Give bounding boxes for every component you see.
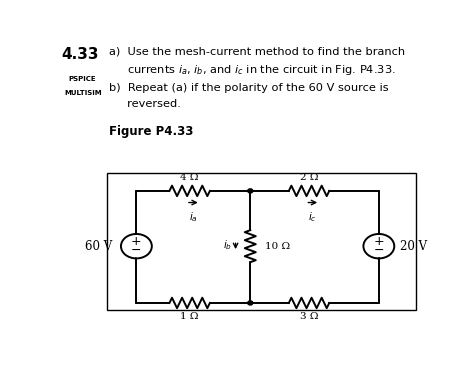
Text: +: +	[131, 235, 142, 248]
Text: 3 Ω: 3 Ω	[300, 312, 319, 321]
Text: currents $i_a$, $i_b$, and $i_c$ in the circuit in Fig. P4.33.: currents $i_a$, $i_b$, and $i_c$ in the …	[109, 64, 395, 77]
Text: Figure P4.33: Figure P4.33	[109, 125, 193, 138]
Text: PSPICE: PSPICE	[68, 76, 96, 82]
Text: +: +	[374, 235, 384, 248]
Circle shape	[248, 189, 253, 193]
Text: a)  Use the mesh-current method to find the branch: a) Use the mesh-current method to find t…	[109, 47, 405, 57]
Text: b)  Repeat (a) if the polarity of the 60 V source is: b) Repeat (a) if the polarity of the 60 …	[109, 83, 389, 93]
Text: $i_b$: $i_b$	[223, 238, 232, 252]
Text: 4.33: 4.33	[61, 47, 99, 62]
Text: reversed.: reversed.	[109, 99, 181, 109]
Text: MULTISIM: MULTISIM	[65, 90, 102, 96]
Text: 2 Ω: 2 Ω	[300, 173, 319, 181]
Circle shape	[248, 301, 253, 305]
Text: 1 Ω: 1 Ω	[181, 312, 199, 321]
Text: −: −	[374, 244, 384, 257]
Text: 4 Ω: 4 Ω	[181, 173, 199, 181]
Text: $i_a$: $i_a$	[189, 210, 198, 224]
Text: −: −	[131, 244, 142, 257]
Text: $i_c$: $i_c$	[308, 210, 317, 224]
Text: 60 V: 60 V	[84, 240, 112, 253]
Bar	[107, 174, 416, 310]
Text: 10 Ω: 10 Ω	[265, 242, 290, 251]
Text: 20 V: 20 V	[400, 240, 427, 253]
